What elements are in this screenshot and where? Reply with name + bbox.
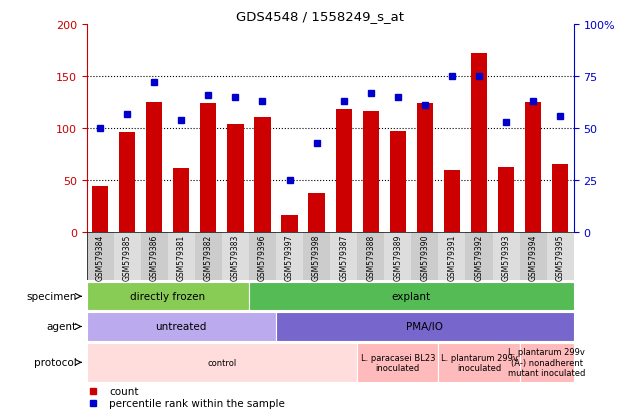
Text: GSM579384: GSM579384 [96,234,104,280]
Text: PMA/IO: PMA/IO [406,322,444,332]
Bar [249,282,574,311]
Bar [92,186,108,233]
Text: count: count [109,387,138,396]
Text: GSM579389: GSM579389 [394,234,403,280]
Text: control: control [207,358,237,367]
Text: GSM579382: GSM579382 [204,234,213,280]
Bar [87,233,113,280]
Bar [417,104,433,233]
Text: GSM579396: GSM579396 [258,234,267,281]
Bar [520,343,574,382]
Text: GSM579386: GSM579386 [150,234,159,280]
Bar [335,110,352,233]
Bar [390,132,406,233]
Text: GDS4548 / 1558249_s_at: GDS4548 / 1558249_s_at [237,10,404,23]
Bar [465,233,492,280]
Bar [330,233,357,280]
Text: L. plantarum 299v
inoculated: L. plantarum 299v inoculated [440,353,517,372]
Text: GSM579398: GSM579398 [312,234,321,280]
Text: agent: agent [47,322,77,332]
Bar [412,233,438,280]
Bar [357,233,384,280]
Bar [276,313,574,341]
Bar [168,233,195,280]
Bar [303,233,330,280]
Bar [520,233,547,280]
Text: GSM579391: GSM579391 [447,234,456,280]
Text: GSM579388: GSM579388 [366,234,375,280]
Bar [119,133,135,233]
Bar [276,233,303,280]
Text: explant: explant [392,292,431,301]
Bar [249,233,276,280]
Bar [113,233,140,280]
Text: GSM579394: GSM579394 [529,234,538,281]
Bar [222,233,249,280]
Text: L. plantarum 299v
(A-) nonadherent
mutant inoculated: L. plantarum 299v (A-) nonadherent mutan… [508,348,585,377]
Bar [140,233,168,280]
Text: GSM579383: GSM579383 [231,234,240,280]
Bar [363,112,379,233]
Bar [87,313,276,341]
Bar [357,343,438,382]
Text: untreated: untreated [156,322,207,332]
Bar [384,233,412,280]
Bar [200,104,217,233]
Bar [471,54,487,233]
Bar [146,103,162,233]
Bar [195,233,222,280]
Bar [173,169,189,233]
Bar [254,117,271,233]
Bar [552,164,569,233]
Text: directly frozen: directly frozen [130,292,205,301]
Text: GSM579387: GSM579387 [339,234,348,280]
Bar [444,171,460,233]
Text: percentile rank within the sample: percentile rank within the sample [109,398,285,408]
Bar [87,343,357,382]
Bar [308,193,325,233]
Bar [438,233,465,280]
Bar [547,233,574,280]
Bar [525,103,541,233]
Text: GSM579397: GSM579397 [285,234,294,281]
Bar [228,125,244,233]
Bar [438,343,520,382]
Bar [87,282,249,311]
Text: specimen: specimen [26,292,77,301]
Text: L. paracasei BL23
inoculated: L. paracasei BL23 inoculated [360,353,435,372]
Text: GSM579390: GSM579390 [420,234,429,281]
Text: GSM579385: GSM579385 [122,234,131,280]
Text: GSM579395: GSM579395 [556,234,565,281]
Text: protocol: protocol [34,357,77,368]
Bar [498,167,514,233]
Bar [492,233,520,280]
Text: GSM579393: GSM579393 [501,234,510,281]
Text: GSM579381: GSM579381 [177,234,186,280]
Text: GSM579392: GSM579392 [474,234,483,280]
Bar [281,215,297,233]
